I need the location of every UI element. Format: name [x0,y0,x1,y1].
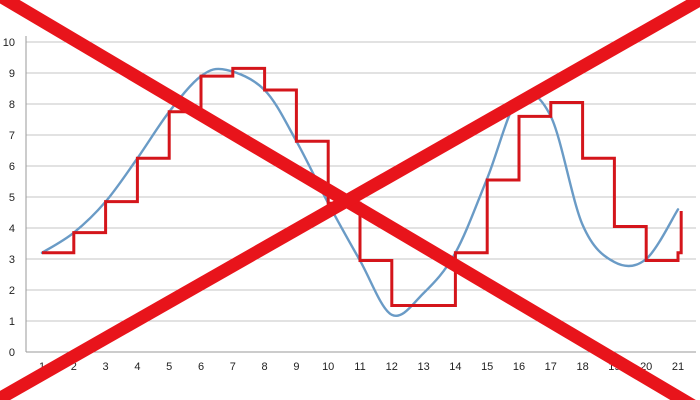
smooth-series-line [40,67,680,318]
series [40,66,683,318]
x-axis-tick-labels: 123456789101112131415161718192021 [39,361,684,373]
y-tick-label: 4 [9,223,15,235]
y-tick-label: 0 [9,347,15,359]
y-tick-label: 6 [9,161,15,173]
y-tick-label: 8 [9,99,15,111]
x-tick-label: 2 [71,361,77,373]
x-tick-label: 4 [134,361,140,373]
x-tick-label: 3 [103,361,109,373]
x-tick-label: 6 [198,361,204,373]
x-tick-label: 12 [386,361,398,373]
y-tick-label: 3 [9,254,15,266]
y-tick-label: 5 [9,192,15,204]
x-tick-label: 17 [545,361,557,373]
x-tick-label: 11 [354,361,365,373]
x-tick-label: 9 [293,361,299,373]
y-tick-label: 10 [3,37,15,49]
y-tick-label: 1 [9,316,15,328]
y-tick-label: 2 [9,285,15,297]
x-tick-label: 13 [417,361,429,373]
x-tick-label: 18 [576,361,588,373]
x-tick-label: 16 [513,361,525,373]
x-tick-label: 5 [166,361,172,373]
x-tick-label: 14 [449,361,461,373]
x-tick-label: 8 [262,361,268,373]
x-tick-label: 15 [481,361,493,373]
x-tick-label: 21 [672,361,684,373]
x-tick-label: 10 [322,361,334,373]
x-tick-label: 7 [230,361,236,373]
y-tick-label: 7 [9,130,15,142]
step-series-line [42,66,683,307]
y-axis-tick-labels: 0 1 2 3 4 5 6 7 8 9 10 [3,37,15,359]
y-tick-label: 9 [9,68,15,80]
